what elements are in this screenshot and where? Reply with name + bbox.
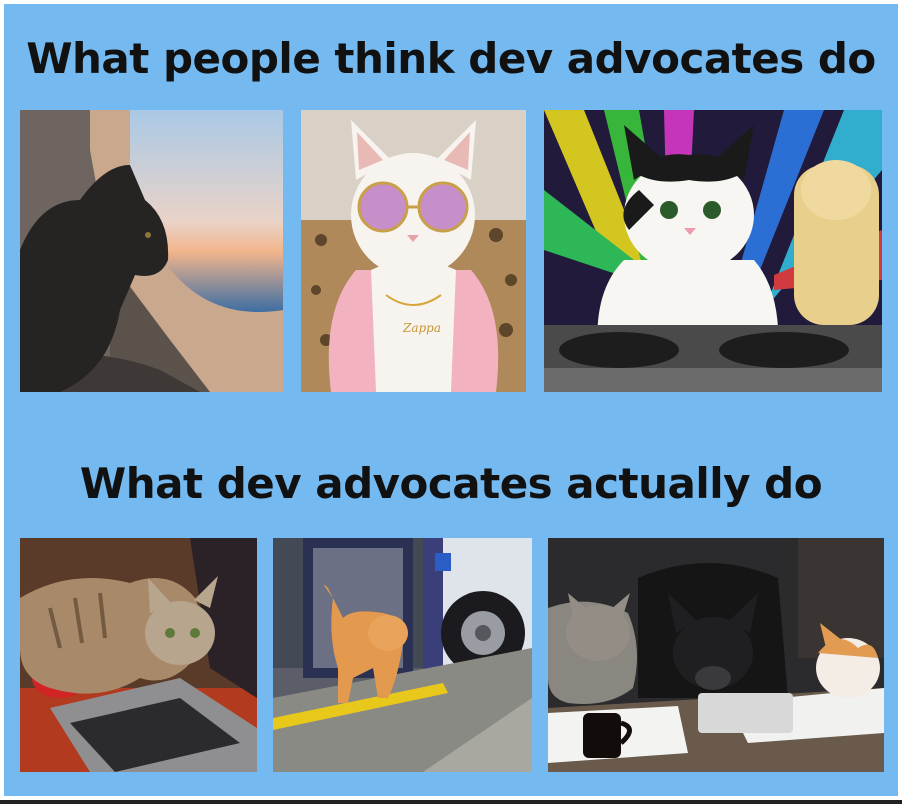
bus-cat-photo — [273, 538, 532, 772]
bottom-border — [0, 800, 902, 804]
sunglasses-cat-photo: Zappa — [301, 110, 526, 392]
laptop-cat-photo — [20, 538, 257, 772]
top-heading: What people think dev advocates do — [26, 34, 876, 83]
necklace-text: Zappa — [402, 321, 441, 335]
meme-panel: What people think dev advocates do — [4, 4, 898, 796]
airplane-cat-photo — [20, 110, 283, 392]
desk-pets-photo — [548, 538, 884, 772]
dj-cats-photo — [544, 110, 882, 392]
bottom-heading: What dev advocates actually do — [79, 459, 823, 508]
